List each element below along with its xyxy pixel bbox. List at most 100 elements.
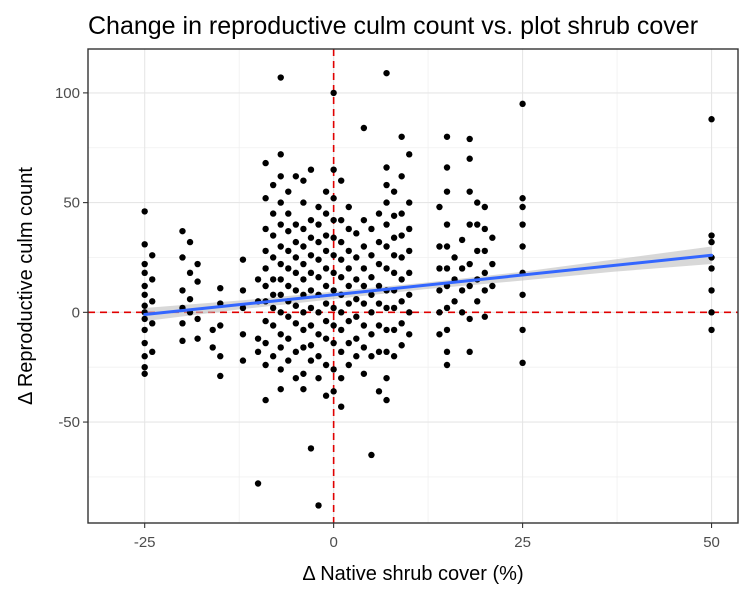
data-point xyxy=(466,348,473,356)
data-point xyxy=(217,322,224,329)
data-point xyxy=(141,208,148,215)
data-point xyxy=(330,216,337,224)
data-point xyxy=(330,287,337,294)
data-point xyxy=(390,234,398,241)
data-point xyxy=(330,269,337,277)
data-point xyxy=(474,199,481,206)
data-point xyxy=(292,287,300,294)
data-point xyxy=(368,451,375,459)
data-point xyxy=(239,256,247,263)
data-point xyxy=(443,164,451,171)
data-point xyxy=(353,295,360,303)
data-point xyxy=(353,230,360,237)
data-point xyxy=(436,287,443,294)
data-point xyxy=(322,210,330,217)
data-point xyxy=(315,309,322,316)
data-point xyxy=(262,225,269,233)
data-point xyxy=(209,344,216,351)
data-point xyxy=(307,357,315,364)
data-point xyxy=(360,243,368,250)
data-point xyxy=(443,348,451,356)
data-point xyxy=(292,173,300,180)
data-point xyxy=(345,247,352,255)
data-point xyxy=(337,274,345,281)
data-point xyxy=(360,216,368,224)
data-point xyxy=(292,348,300,356)
data-point xyxy=(254,276,262,283)
data-point xyxy=(383,304,390,312)
data-point xyxy=(398,210,405,217)
data-point xyxy=(262,396,269,404)
data-point xyxy=(337,374,345,382)
data-point xyxy=(375,300,383,307)
data-point xyxy=(285,227,292,235)
data-point xyxy=(277,366,284,373)
data-point xyxy=(269,181,277,189)
trend-line xyxy=(143,253,714,317)
data-point xyxy=(383,396,390,404)
data-point xyxy=(277,173,284,180)
data-point xyxy=(322,232,330,239)
data-point xyxy=(300,385,307,393)
data-point xyxy=(277,74,284,81)
data-point xyxy=(277,385,284,393)
data-point xyxy=(254,335,262,342)
data-point xyxy=(141,269,148,277)
data-point xyxy=(300,370,307,377)
data-point xyxy=(269,353,277,360)
data-point xyxy=(375,322,383,329)
data-point xyxy=(292,302,300,309)
data-point xyxy=(300,309,307,316)
data-point xyxy=(390,269,398,277)
data-point xyxy=(322,361,330,369)
data-point xyxy=(141,339,148,347)
data-point xyxy=(360,370,368,377)
data-point xyxy=(360,282,368,290)
data-point xyxy=(179,337,186,345)
data-point xyxy=(194,335,201,342)
data-point xyxy=(194,315,201,323)
data-point xyxy=(330,89,337,97)
y-tick-label: 0 xyxy=(72,304,80,321)
data-point xyxy=(519,291,526,298)
data-point xyxy=(315,502,322,509)
data-point xyxy=(406,199,413,206)
data-point xyxy=(262,282,269,290)
data-point xyxy=(519,100,526,108)
data-point xyxy=(466,260,473,268)
data-point xyxy=(337,238,345,246)
data-point xyxy=(466,155,473,162)
data-point xyxy=(269,232,277,239)
data-point xyxy=(322,188,330,195)
data-point xyxy=(315,274,322,281)
data-point xyxy=(141,282,148,290)
data-point xyxy=(353,276,360,283)
data-point xyxy=(186,269,194,277)
data-point xyxy=(481,269,489,277)
data-point xyxy=(375,238,383,246)
x-tick-label: 50 xyxy=(703,534,720,551)
data-point xyxy=(481,225,489,233)
data-point xyxy=(390,212,398,219)
data-point xyxy=(292,269,300,277)
data-point xyxy=(315,374,322,382)
data-point xyxy=(285,335,292,342)
data-point xyxy=(292,254,300,261)
data-point xyxy=(489,234,496,241)
data-point xyxy=(179,320,186,327)
grid-lines xyxy=(88,49,738,523)
data-point xyxy=(466,135,473,143)
data-point xyxy=(141,363,148,371)
data-point xyxy=(141,302,148,309)
data-point xyxy=(383,243,390,250)
data-point xyxy=(398,254,405,261)
plot-area xyxy=(87,48,739,524)
data-point xyxy=(398,320,405,327)
data-point xyxy=(345,361,352,369)
data-point xyxy=(451,298,458,305)
data-point xyxy=(489,260,496,268)
data-point xyxy=(300,260,307,268)
data-point xyxy=(300,344,307,351)
data-point xyxy=(300,276,307,283)
